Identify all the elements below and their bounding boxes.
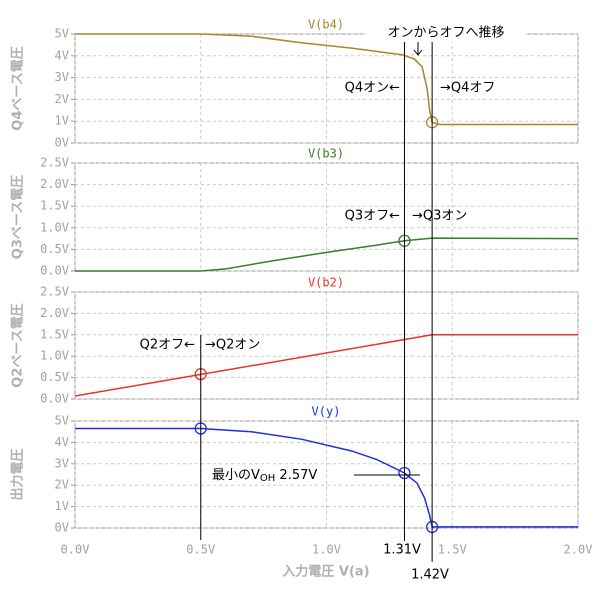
y-axis-label: 出力電圧: [10, 448, 26, 500]
y-tick-label: 4V: [55, 48, 69, 62]
x-tick-label: 0.0V: [61, 543, 90, 557]
annotation: →Q2オン: [205, 338, 260, 353]
y-tick-label: 0.5V: [40, 370, 69, 384]
guide-label: 1.31V: [383, 543, 421, 558]
y-tick-label: 2V: [55, 478, 69, 492]
y-axis-label: Q3ベース電圧: [11, 175, 26, 259]
series-line: [75, 237, 579, 272]
guide-label: 1.42V: [411, 568, 449, 583]
y-tick-label: 1.0V: [40, 349, 69, 363]
annotation: →Q3オン: [412, 209, 467, 224]
y-tick-label: 1V: [55, 499, 69, 513]
y-tick-label: 2.0V: [40, 306, 69, 320]
guide-label-bg: [406, 566, 454, 584]
y-tick-label: 2.5V: [40, 285, 69, 299]
y-tick-label: 3V: [55, 456, 69, 470]
annotation: Q3オフ←: [345, 209, 401, 224]
x-tick-label: 1.5V: [438, 543, 467, 557]
annotation-part: OH: [260, 473, 275, 484]
y-tick-label: 0.0V: [40, 392, 69, 406]
y-axis-label: Q4ベース電圧: [11, 46, 26, 130]
y-tick-label: 5V: [55, 414, 69, 428]
y-tick-label: 1.5V: [40, 327, 69, 341]
annotation: Q4オン←: [345, 81, 401, 96]
y-tick-label: 0V: [55, 136, 69, 150]
y-tick-label: 1.5V: [40, 199, 69, 213]
annotation-bg: [366, 24, 526, 42]
y-tick-label: 2.5V: [40, 156, 69, 170]
annotation-part: 最小のV: [212, 468, 260, 483]
annotation: →Q4オフ: [440, 81, 495, 96]
guide-label-bg: [378, 541, 426, 559]
x-axis-label: 入力電圧 V(a): [282, 564, 369, 580]
y-tick-label: 2.0V: [40, 177, 69, 191]
panel-title: V(b2): [308, 276, 344, 290]
x-tick-label: 1.0V: [312, 543, 341, 557]
y-tick-label: 1V: [55, 114, 69, 128]
y-axis-label: Q2ベース電圧: [11, 303, 26, 387]
annotation: Q2オフ←: [140, 338, 196, 353]
annotation-arrow: [413, 42, 423, 56]
x-tick-label: 2.0V: [564, 543, 593, 557]
y-tick-label: 5V: [55, 27, 69, 41]
x-tick-label: 0.5V: [186, 543, 215, 557]
y-tick-label: 0.5V: [40, 242, 69, 256]
series-line: [75, 427, 578, 528]
y-tick-label: 3V: [55, 70, 69, 84]
y-tick-label: 0.0V: [40, 264, 69, 278]
y-tick-label: 2V: [55, 92, 69, 106]
y-tick-label: 0V: [55, 521, 69, 535]
annotation-part: 2.57V: [275, 468, 317, 483]
y-tick-label: 4V: [55, 435, 69, 449]
annotation: 最小のVOH 2.57V: [212, 468, 317, 485]
annotation: オンからオフへ推移: [387, 26, 504, 41]
y-tick-label: 1.0V: [40, 220, 69, 234]
panel-title: V(b4): [308, 18, 344, 32]
panel-title: V(y): [312, 405, 341, 419]
panel-title: V(b3): [308, 147, 344, 161]
